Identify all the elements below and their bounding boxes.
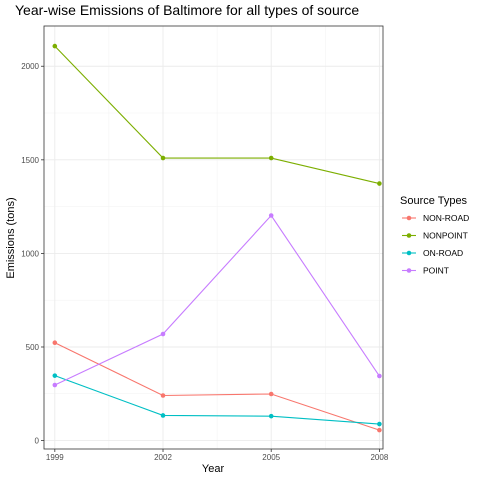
legend-item-nonpoint: NONPOINT <box>402 231 468 241</box>
legend-item-point: POINT <box>402 266 449 276</box>
y-tick-label: 1000 <box>21 249 39 258</box>
legend-items: NON-ROAD NONPOINT ON-ROAD POINT <box>402 213 469 276</box>
legend-item-non-road: NON-ROAD <box>402 213 469 223</box>
data-point-non-road <box>160 393 166 398</box>
legend-label: ON-ROAD <box>423 248 463 258</box>
data-point-on-road <box>160 413 166 418</box>
data-point-non-road <box>268 391 274 397</box>
x-tick-label: 2002 <box>154 453 172 462</box>
data-point-point <box>52 382 58 388</box>
x-axis-ticks: 1999 2002 2005 2008 <box>46 449 389 462</box>
y-tick-label: 500 <box>26 343 40 352</box>
legend-item-on-road: ON-ROAD <box>402 248 463 258</box>
data-point-nonpoint <box>52 43 58 49</box>
legend-label: POINT <box>423 266 449 276</box>
y-axis-label: Emissions (tons) <box>5 197 17 278</box>
y-tick-label: 1500 <box>21 156 39 165</box>
legend-key-point <box>406 233 412 238</box>
minor-gridlines <box>44 26 383 449</box>
y-tick-label: 0 <box>35 437 40 446</box>
legend-key-point <box>406 250 412 256</box>
x-tick-label: 2008 <box>370 453 388 462</box>
legend-label: NON-ROAD <box>423 213 469 223</box>
data-point-point <box>268 213 274 218</box>
x-tick-label: 2005 <box>262 453 280 462</box>
data-point-non-road <box>377 427 382 433</box>
series-line-on-road <box>54 375 380 425</box>
data-point-non-road <box>52 340 58 346</box>
data-point-nonpoint <box>268 155 274 161</box>
series-line-non-road <box>54 342 380 431</box>
series-line-point <box>54 214 380 386</box>
data-point-on-road <box>52 373 58 378</box>
y-axis-ticks: 0 500 1000 1500 2000 <box>21 62 44 446</box>
y-tick-label: 2000 <box>21 62 39 71</box>
series-layer <box>52 43 382 433</box>
data-point-nonpoint <box>160 155 166 161</box>
major-gridlines <box>44 26 383 449</box>
legend-title: Source Types <box>400 195 468 207</box>
chart-title: Year-wise Emissions of Baltimore for all… <box>15 2 359 18</box>
x-tick-label: 1999 <box>46 453 64 462</box>
plot-panel-border <box>43 25 384 450</box>
data-point-point <box>160 331 166 337</box>
legend-key-point <box>406 268 412 273</box>
series-line-nonpoint <box>54 45 380 185</box>
legend-label: NONPOINT <box>423 231 468 241</box>
legend-key-point <box>406 215 412 221</box>
data-point-on-road <box>268 413 274 419</box>
data-point-point <box>377 373 382 379</box>
x-axis-label: Year <box>202 463 225 475</box>
legend: Source Types NON-ROAD NONPOINT ON-ROAD POIN… <box>400 195 469 276</box>
data-point-nonpoint <box>377 181 382 186</box>
data-point-on-road <box>377 421 382 427</box>
